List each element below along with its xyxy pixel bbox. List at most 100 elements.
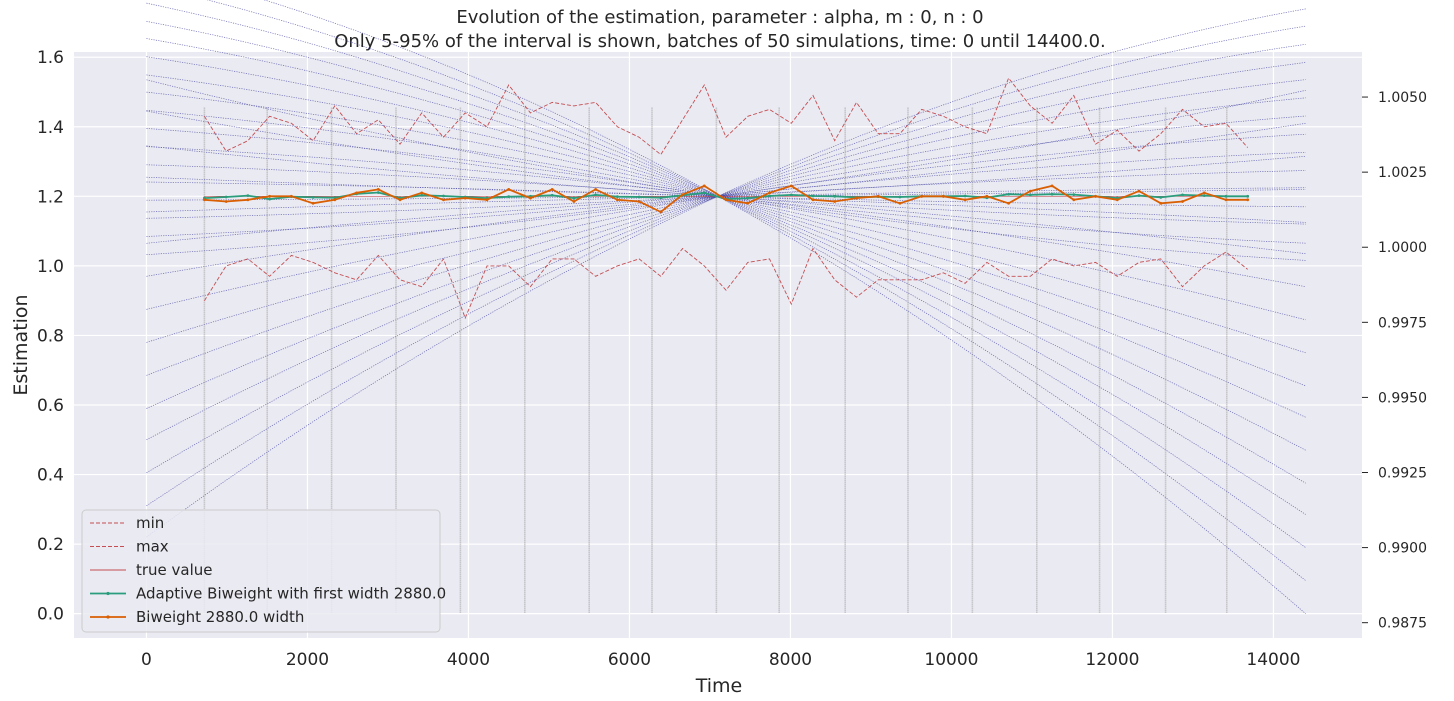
y-tick-label: 1.0 xyxy=(37,257,64,277)
data-point-biweight-2880-0-width xyxy=(268,194,272,198)
data-point-biweight-2880-0-width xyxy=(1202,191,1206,195)
x-tick-label: 4000 xyxy=(447,650,490,670)
data-point-biweight-2880-0-width xyxy=(420,191,424,195)
y-tick-label: 0.2 xyxy=(37,535,64,555)
kernel-curve-right xyxy=(146,146,1306,288)
kernel-curve-left xyxy=(146,62,1306,441)
data-point-adaptive-biweight-with-first-width-2880-0 xyxy=(1202,194,1206,198)
y2-tick-label: 0.9975 xyxy=(1378,315,1427,331)
x-tick-label: 2000 xyxy=(286,650,329,670)
y2-axis-ticks: 0.9875 0.9900 0.9925 0.9950 0.9975 1.0000 1.00… xyxy=(1362,90,1427,632)
y-tick-label: 0.0 xyxy=(37,605,64,625)
data-point-adaptive-biweight-with-first-width-2880-0 xyxy=(768,194,771,198)
data-point-biweight-2880-0-width xyxy=(702,184,706,188)
y2-tick-label: 0.9925 xyxy=(1378,466,1427,482)
data-point-adaptive-biweight-with-first-width-2880-0 xyxy=(420,193,424,197)
y-tick-label: 0.4 xyxy=(37,466,64,486)
data-point-biweight-2880-0-width xyxy=(681,193,684,196)
data-point-adaptive-biweight-with-first-width-2880-0 xyxy=(898,195,902,199)
data-point-biweight-2880-0-width xyxy=(485,198,489,202)
data-point-adaptive-biweight-with-first-width-2880-0 xyxy=(833,194,837,198)
data-point-biweight-2880-0-width xyxy=(746,201,750,205)
data-point-adaptive-biweight-with-first-width-2880-0 xyxy=(442,194,445,198)
series-line-max xyxy=(204,77,1249,156)
chart-title-line-1: Evolution of the estimation, parameter :… xyxy=(456,7,983,28)
data-point-biweight-2880-0-width xyxy=(311,201,315,205)
legend-label: true value xyxy=(136,561,213,579)
data-point-biweight-2880-0-width xyxy=(355,191,358,195)
legend-marker xyxy=(106,591,110,596)
y-axis-ticks: 0.0 0.2 0.4 0.6 0.8 1.0 1.2 1.4 1.6 xyxy=(37,48,64,624)
x-tick-label: 8000 xyxy=(769,650,812,670)
data-point-adaptive-biweight-with-first-width-2880-0 xyxy=(1072,193,1076,196)
data-point-biweight-2880-0-width xyxy=(1159,201,1163,205)
data-point-biweight-2880-0-width xyxy=(594,187,598,191)
data-point-biweight-2880-0-width xyxy=(876,194,880,198)
data-point-biweight-2880-0-width xyxy=(203,198,206,202)
x-axis-label: Time xyxy=(695,675,743,697)
data-point-adaptive-biweight-with-first-width-2880-0 xyxy=(507,195,511,199)
data-point-adaptive-biweight-with-first-width-2880-0 xyxy=(311,195,315,199)
y-tick-label: 1.4 xyxy=(37,118,64,138)
kernel-curve-left xyxy=(146,97,1306,376)
data-point-biweight-2880-0-width xyxy=(463,196,467,200)
data-point-biweight-2880-0-width xyxy=(289,194,293,198)
kernel-curve-right xyxy=(146,91,1306,387)
data-point-biweight-2880-0-width xyxy=(768,191,771,195)
kernel-curve-right xyxy=(146,155,1306,219)
data-point-adaptive-biweight-with-first-width-2880-0 xyxy=(1007,192,1011,196)
data-point-biweight-2880-0-width xyxy=(1181,200,1184,203)
data-point-biweight-2880-0-width xyxy=(224,200,228,203)
data-point-adaptive-biweight-with-first-width-2880-0 xyxy=(702,191,706,195)
data-point-adaptive-biweight-with-first-width-2880-0 xyxy=(1050,192,1054,196)
data-point-biweight-2880-0-width xyxy=(615,198,619,202)
data-point-biweight-2880-0-width xyxy=(1072,198,1076,202)
data-point-biweight-2880-0-width xyxy=(855,196,858,200)
chart-title-line-2: Only 5-95% of the interval is shown, bat… xyxy=(334,31,1106,52)
kernel-curve-left xyxy=(146,145,1306,225)
data-point-adaptive-biweight-with-first-width-2880-0 xyxy=(1246,194,1250,198)
data-point-biweight-2880-0-width xyxy=(833,200,837,203)
data-point-adaptive-biweight-with-first-width-2880-0 xyxy=(963,194,967,198)
kernel-curve-left xyxy=(146,43,1306,474)
data-point-adaptive-biweight-with-first-width-2880-0 xyxy=(811,194,815,198)
data-point-biweight-2880-0-width xyxy=(1137,189,1141,193)
data-point-adaptive-biweight-with-first-width-2880-0 xyxy=(572,196,576,200)
data-point-biweight-2880-0-width xyxy=(898,201,902,205)
data-point-biweight-2880-0-width xyxy=(333,198,337,202)
y-tick-label: 1.2 xyxy=(37,187,64,207)
y-tick-label: 0.8 xyxy=(37,326,64,346)
y2-tick-label: 1.0050 xyxy=(1378,90,1427,106)
data-point-adaptive-biweight-with-first-width-2880-0 xyxy=(594,193,598,197)
kernel-curve-left xyxy=(146,133,1306,310)
x-tick-label: 14000 xyxy=(1246,650,1300,670)
data-point-adaptive-biweight-with-first-width-2880-0 xyxy=(1181,193,1184,197)
legend-box xyxy=(81,509,441,633)
y2-tick-label: 1.0025 xyxy=(1378,165,1427,181)
y2-tick-label: 0.9950 xyxy=(1378,390,1427,406)
data-series xyxy=(203,77,1250,320)
data-point-biweight-2880-0-width xyxy=(942,194,945,198)
data-point-biweight-2880-0-width xyxy=(376,187,380,191)
y2-tick-label: 1.0000 xyxy=(1378,240,1427,256)
kernel-curve-right xyxy=(146,2,1306,548)
data-point-biweight-2880-0-width xyxy=(637,200,641,203)
data-point-adaptive-biweight-with-first-width-2880-0 xyxy=(615,195,619,199)
data-point-biweight-2880-0-width xyxy=(1028,189,1032,193)
legend: min max true value Adaptive Biweight with f… xyxy=(81,509,446,633)
data-point-biweight-2880-0-width xyxy=(1115,198,1119,202)
data-point-adaptive-biweight-with-first-width-2880-0 xyxy=(246,194,250,198)
y-tick-label: 1.6 xyxy=(37,48,64,68)
kernel-curve-left xyxy=(146,8,1306,538)
x-axis-ticks: 0 2000 4000 6000 8000 10000 12000 14000 xyxy=(141,650,1300,670)
data-point-adaptive-biweight-with-first-width-2880-0 xyxy=(637,195,641,199)
legend-label: Biweight 2880.0 width xyxy=(136,608,304,626)
y-tick-label: 0.6 xyxy=(37,396,64,416)
data-point-biweight-2880-0-width xyxy=(789,184,793,188)
data-point-biweight-2880-0-width xyxy=(398,198,402,202)
data-point-biweight-2880-0-width xyxy=(1224,198,1228,202)
data-point-biweight-2880-0-width xyxy=(1007,201,1011,205)
data-point-adaptive-biweight-with-first-width-2880-0 xyxy=(1159,195,1163,199)
data-point-adaptive-biweight-with-first-width-2880-0 xyxy=(550,193,554,197)
